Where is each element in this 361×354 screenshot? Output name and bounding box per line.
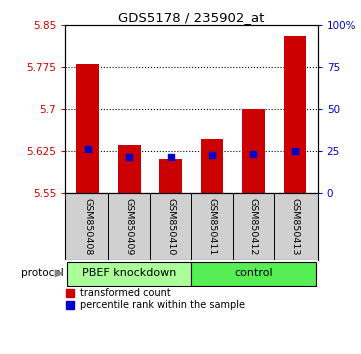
- Bar: [201, 139, 223, 193]
- Bar: [283, 36, 306, 193]
- Text: GSM850410: GSM850410: [166, 198, 175, 255]
- Bar: [242, 109, 265, 193]
- Text: PBEF knockdown: PBEF knockdown: [82, 268, 177, 278]
- Bar: [191, 262, 316, 286]
- Point: [168, 154, 174, 160]
- Bar: [159, 159, 182, 193]
- Text: percentile rank within the sample: percentile rank within the sample: [80, 301, 245, 310]
- Point: [251, 151, 256, 157]
- Text: transformed count: transformed count: [80, 288, 171, 298]
- Point: [126, 154, 132, 160]
- Title: GDS5178 / 235902_at: GDS5178 / 235902_at: [118, 11, 265, 24]
- Point: [292, 148, 298, 153]
- Text: GSM850413: GSM850413: [290, 198, 299, 256]
- Point: [209, 152, 215, 158]
- Text: control: control: [234, 268, 273, 278]
- Point: [85, 147, 91, 152]
- Bar: [118, 145, 140, 193]
- Text: GSM850411: GSM850411: [208, 198, 217, 255]
- Bar: [77, 64, 99, 193]
- Text: GSM850412: GSM850412: [249, 198, 258, 255]
- Bar: [67, 262, 191, 286]
- Text: GSM850408: GSM850408: [83, 198, 92, 255]
- Text: protocol: protocol: [21, 268, 64, 278]
- Text: GSM850409: GSM850409: [125, 198, 134, 255]
